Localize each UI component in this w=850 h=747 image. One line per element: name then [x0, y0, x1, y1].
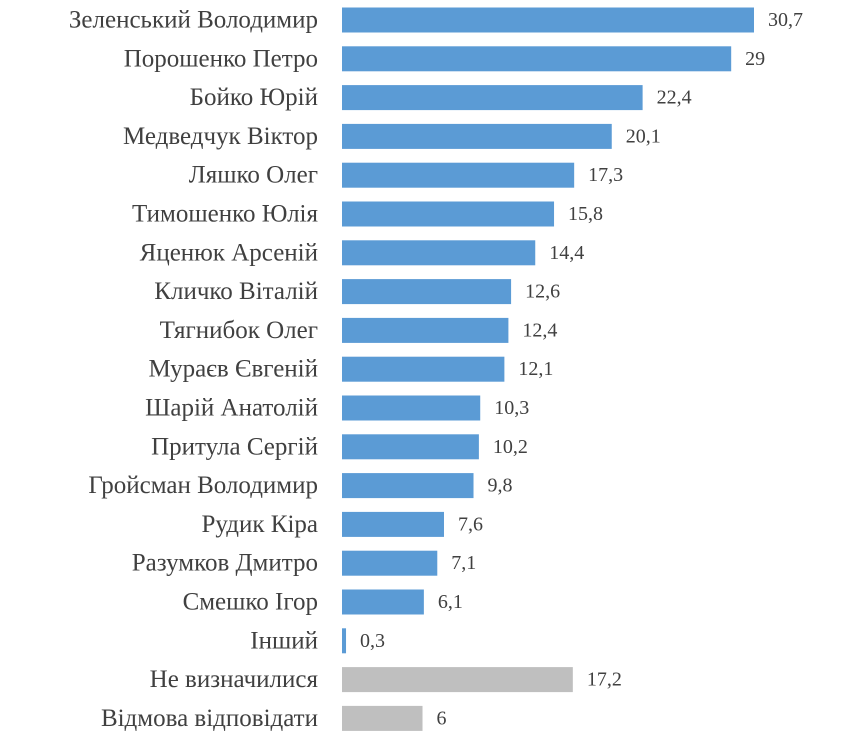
- bar: [342, 123, 612, 149]
- bar: [342, 550, 438, 576]
- value-label: 15,8: [568, 203, 603, 225]
- bar: [342, 356, 505, 382]
- value-label: 30,7: [768, 9, 803, 31]
- value-label: 0,3: [360, 630, 385, 652]
- category-label: Смешко Ігор: [183, 589, 318, 616]
- bar: [342, 473, 474, 499]
- value-label: 6: [437, 707, 447, 729]
- category-label: Рудик Кіра: [201, 511, 318, 538]
- category-label: Гройсман Володимир: [88, 472, 318, 499]
- bar: [342, 46, 732, 72]
- value-label: 10,3: [494, 397, 529, 419]
- category-label: Разумков Дмитро: [132, 550, 318, 577]
- bar: [342, 434, 479, 460]
- bar: [342, 240, 536, 266]
- value-label: 14,4: [549, 242, 584, 264]
- category-label: Бойко Юрій: [190, 84, 318, 111]
- category-label: Відмова відповідати: [101, 705, 318, 732]
- value-label: 6,1: [438, 591, 463, 613]
- value-label: 29: [745, 48, 765, 70]
- value-label: 12,1: [518, 358, 553, 380]
- bar: [342, 395, 481, 421]
- value-label: 20,1: [626, 125, 661, 147]
- category-label: Шарій Анатолій: [145, 395, 318, 422]
- category-label: Не визначилися: [150, 666, 319, 693]
- category-label: Мураєв Євгеній: [148, 356, 318, 383]
- bar: [342, 7, 754, 33]
- value-label: 17,3: [588, 164, 623, 186]
- category-label: Порошенко Петро: [124, 45, 318, 72]
- category-label: Яценюк Арсеній: [140, 239, 318, 266]
- bar: [342, 511, 444, 537]
- category-label: Притула Сергій: [151, 433, 318, 460]
- value-label: 12,4: [522, 319, 557, 341]
- bar: [342, 201, 555, 227]
- bar: [342, 628, 347, 654]
- bar: [342, 317, 509, 343]
- category-label: Медведчук Віктор: [123, 123, 318, 150]
- value-label: 22,4: [657, 87, 692, 109]
- value-label: 7,6: [458, 513, 483, 535]
- bar: [342, 589, 424, 615]
- category-label: Ляшко Олег: [189, 162, 318, 189]
- category-label: Зеленський Володимир: [69, 7, 318, 34]
- value-label: 7,1: [451, 552, 476, 574]
- bar: [342, 85, 643, 111]
- value-label: 9,8: [488, 475, 513, 497]
- bar: [342, 667, 573, 693]
- category-label: Інший: [250, 627, 318, 654]
- category-label: Тягнибок Олег: [160, 317, 318, 344]
- bar: [342, 162, 575, 188]
- value-label: 17,2: [587, 669, 622, 691]
- value-label: 12,6: [525, 281, 560, 303]
- bar: [342, 279, 512, 305]
- category-label: Тимошенко Юлія: [132, 201, 318, 228]
- value-label: 10,2: [493, 436, 528, 458]
- bar: [342, 705, 423, 731]
- category-label: Кличко Віталій: [154, 278, 318, 305]
